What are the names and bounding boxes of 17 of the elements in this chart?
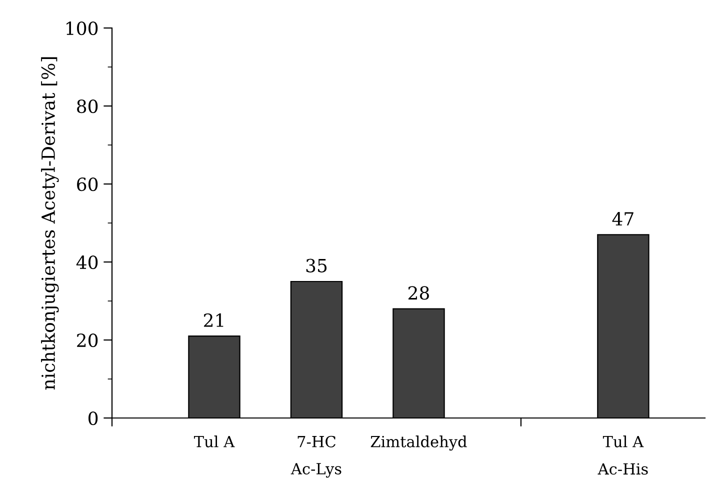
y-tick-label: 0 bbox=[88, 411, 98, 426]
text: Ac-His bbox=[598, 463, 648, 475]
data-label: 35 bbox=[306, 258, 327, 272]
text: Ac-Lys bbox=[290, 463, 342, 478]
data-label: 28 bbox=[408, 286, 429, 300]
y-tick-label: 20 bbox=[77, 333, 98, 348]
y-tick-label: 80 bbox=[77, 99, 98, 114]
x-tick-label: Tul A bbox=[602, 436, 644, 448]
data-label: 47 bbox=[612, 212, 634, 226]
x-tick-label: 7-HC bbox=[298, 436, 336, 448]
x-tick-label: Zimtaldehyd bbox=[370, 436, 467, 451]
y-tick-label: 40 bbox=[76, 255, 98, 270]
data-label: 21 bbox=[204, 313, 224, 327]
y-tick-label: 100 bbox=[66, 21, 98, 36]
x-tick-label: Tul A bbox=[194, 436, 235, 448]
y-tick-label: 60 bbox=[77, 177, 98, 192]
y-axis-title: nichtkonjugiertes Acetyl-Derivat [%] bbox=[41, 57, 59, 390]
